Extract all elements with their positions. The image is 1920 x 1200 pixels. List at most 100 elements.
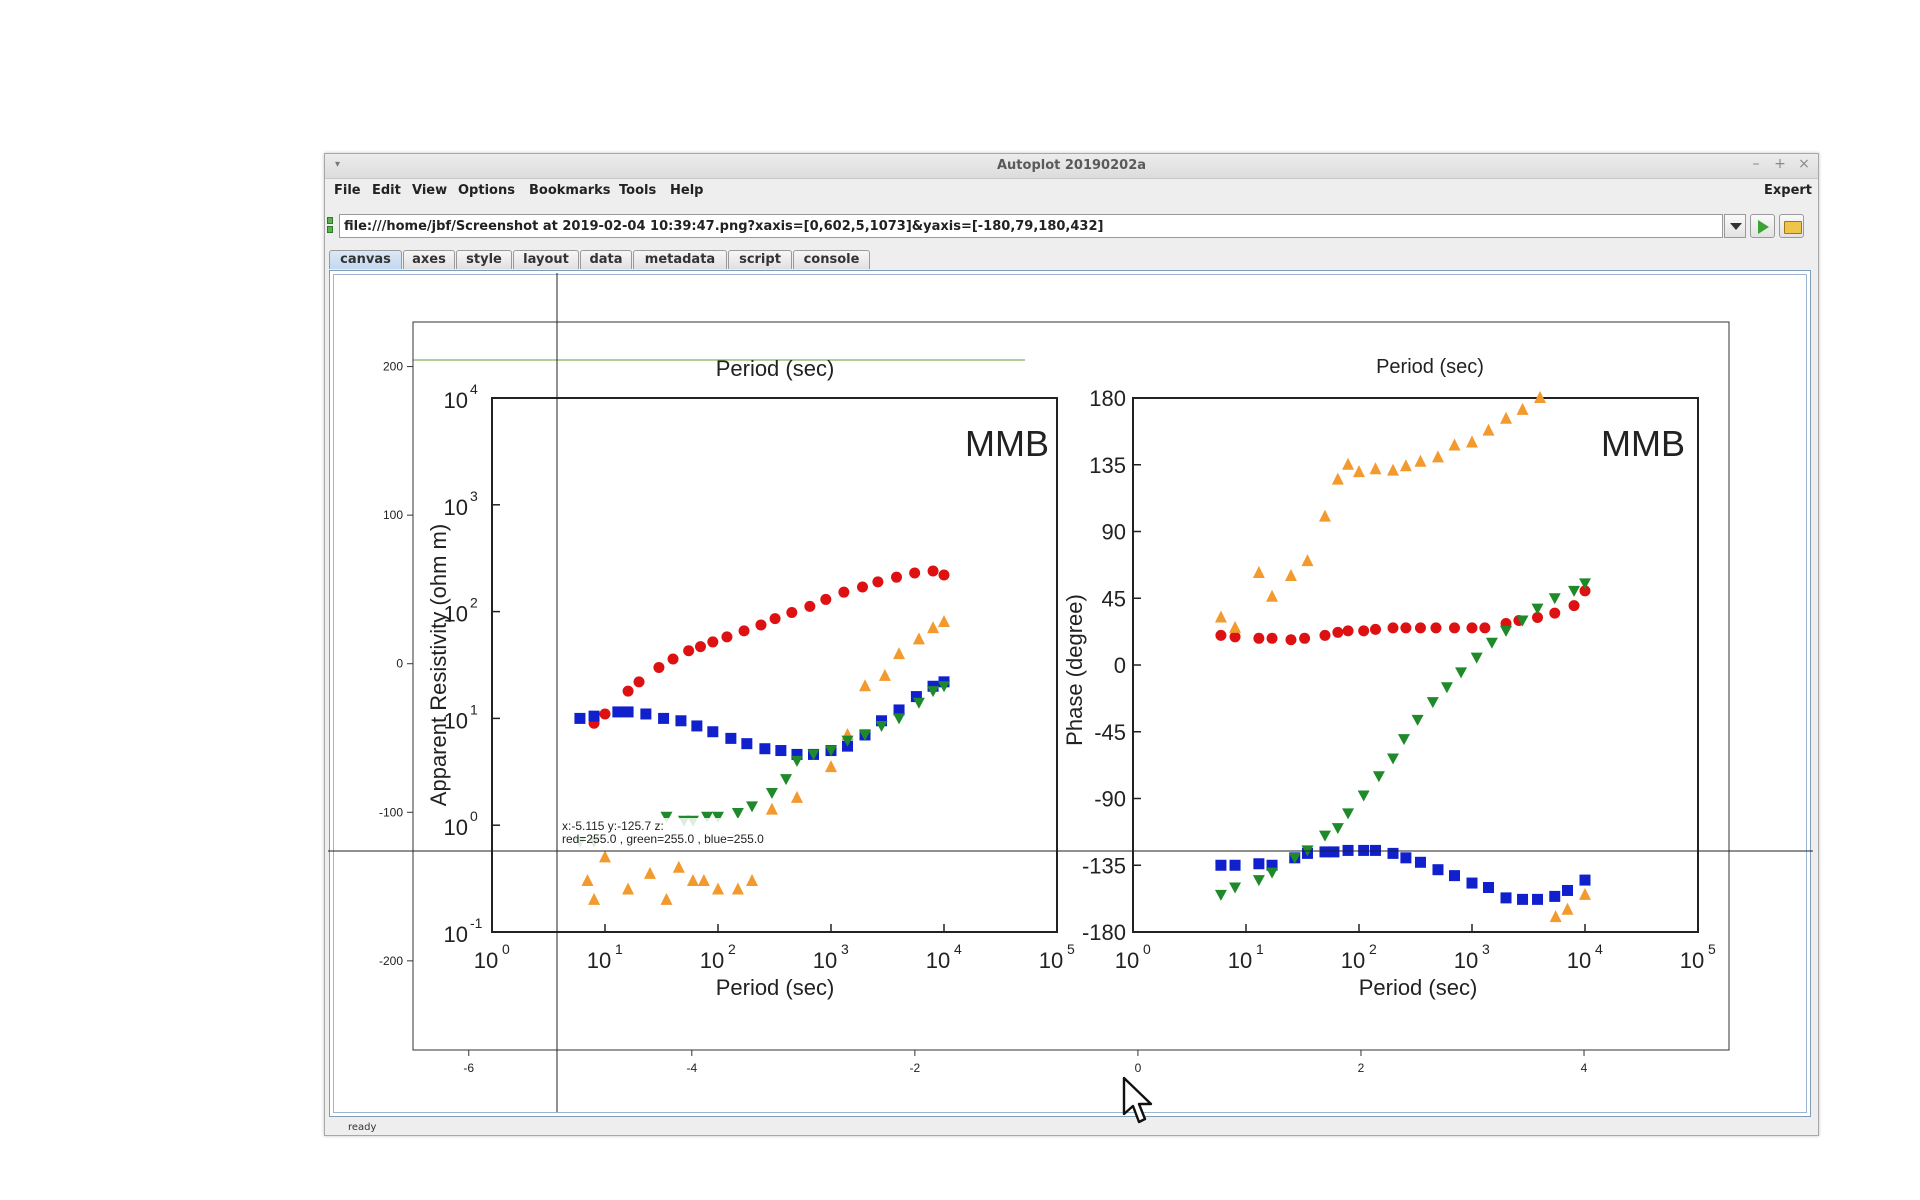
data-point-green xyxy=(1252,875,1265,887)
resistivity-y-tick-exp: 2 xyxy=(470,595,478,611)
menu-options[interactable]: Options xyxy=(458,183,515,198)
data-point-red xyxy=(694,641,706,653)
data-point-red xyxy=(683,645,695,657)
resistivity-y-tick-label: 10 xyxy=(444,922,468,947)
data-point-orange xyxy=(599,850,611,863)
phase-x-tick-exp: 0 xyxy=(1143,941,1151,957)
data-point-red xyxy=(1342,625,1354,637)
tab-console[interactable]: console xyxy=(793,250,870,269)
resistivity-y-tick-label: 10 xyxy=(444,495,468,520)
data-point-green xyxy=(807,749,820,761)
data-point-blue xyxy=(1432,864,1444,876)
data-point-red xyxy=(653,661,665,673)
data-point-orange xyxy=(1214,610,1227,623)
resistivity-frame xyxy=(491,397,1058,933)
drag-handle-icon[interactable] xyxy=(327,217,334,235)
data-point-red xyxy=(856,581,868,593)
title-bar[interactable]: ▾ Autoplot 20190202a – + × xyxy=(325,154,1818,179)
data-point-blue xyxy=(1328,846,1340,858)
phase-x-tick-exp: 4 xyxy=(1595,941,1603,957)
data-point-blue xyxy=(1466,877,1478,889)
maximize-button[interactable]: + xyxy=(1774,156,1786,172)
phase-y-tick-label: 135 xyxy=(1089,453,1126,478)
resistivity-top-label: Period (sec) xyxy=(716,356,835,381)
tab-metadata[interactable]: metadata xyxy=(633,250,727,269)
data-point-green xyxy=(825,745,837,757)
data-point-orange xyxy=(672,860,685,873)
data-point-orange xyxy=(1318,509,1331,522)
data-point-orange xyxy=(1229,620,1242,633)
phase-y-tick-label: -45 xyxy=(1094,720,1126,745)
data-point-green xyxy=(841,735,854,747)
tab-style[interactable]: style xyxy=(456,250,512,269)
phase-x-label: Period (sec) xyxy=(1359,975,1478,1000)
outer-y-ticks: 200 100 0 -100 -200 xyxy=(379,360,413,968)
tab-axes[interactable]: axes xyxy=(403,250,455,269)
data-point-green xyxy=(712,811,724,823)
menu-view[interactable]: View xyxy=(412,183,448,198)
data-point-green xyxy=(1214,889,1227,901)
data-point-green xyxy=(1548,593,1561,605)
data-point-green xyxy=(731,808,744,820)
data-point-blue xyxy=(1500,892,1512,904)
phase-station-label: MMB xyxy=(1601,423,1685,464)
data-point-blue xyxy=(574,712,586,724)
data-point-blue xyxy=(1400,852,1412,864)
data-point-red xyxy=(909,567,921,579)
data-point-blue xyxy=(1387,847,1399,859)
url-dropdown-button[interactable] xyxy=(1724,214,1746,238)
data-point-red xyxy=(1414,622,1426,634)
data-point-red xyxy=(820,593,832,605)
close-button[interactable]: × xyxy=(1798,156,1810,172)
data-point-red xyxy=(1579,585,1591,597)
data-point-green xyxy=(1426,697,1439,709)
data-point-orange xyxy=(927,621,940,634)
data-point-orange xyxy=(765,802,778,815)
go-button[interactable] xyxy=(1750,214,1775,238)
data-point-blue xyxy=(1561,884,1573,896)
data-point-red xyxy=(1370,623,1382,635)
menu-file[interactable]: File xyxy=(334,183,361,198)
data-point-orange xyxy=(1252,566,1265,579)
phase-y-tick-label: 90 xyxy=(1102,520,1126,545)
window-menu-icon[interactable]: ▾ xyxy=(335,159,341,170)
data-point-green xyxy=(1500,625,1513,637)
menu-edit[interactable]: Edit xyxy=(372,183,401,198)
data-point-blue xyxy=(1517,893,1529,905)
data-point-blue xyxy=(1266,859,1278,871)
menu-help[interactable]: Help xyxy=(670,183,704,198)
data-point-orange xyxy=(1561,902,1574,915)
data-point-green xyxy=(927,686,940,698)
open-file-button[interactable] xyxy=(1779,214,1804,238)
url-input[interactable] xyxy=(339,214,1723,238)
data-point-red xyxy=(1400,622,1412,634)
data-point-red xyxy=(804,600,816,612)
data-point-blue xyxy=(725,732,737,744)
data-point-green xyxy=(1440,682,1453,694)
tab-layout[interactable]: layout xyxy=(513,250,579,269)
data-point-blue xyxy=(791,748,803,760)
data-point-red xyxy=(1532,612,1544,624)
resistivity-y-tick-label: 10 xyxy=(444,708,468,733)
data-point-orange xyxy=(1534,391,1547,403)
minimize-button[interactable]: – xyxy=(1752,156,1760,172)
data-point-red xyxy=(1319,629,1331,641)
tab-script[interactable]: script xyxy=(728,250,792,269)
tab-canvas[interactable]: canvas xyxy=(329,250,402,269)
tab-data[interactable]: data xyxy=(580,250,632,269)
menu-expert[interactable]: Expert xyxy=(1764,183,1813,198)
data-point-blue xyxy=(1253,858,1265,870)
resistivity-y-label: Apparent Resistivity (ohm m) xyxy=(426,524,451,806)
menu-bookmarks[interactable]: Bookmarks xyxy=(529,183,611,198)
menu-tools[interactable]: Tools xyxy=(619,183,657,198)
data-point-red xyxy=(938,569,950,581)
phase-x-tick-label: 10 xyxy=(1680,948,1704,973)
phase-x-tick-label: 10 xyxy=(1115,948,1139,973)
readout-background xyxy=(560,818,825,848)
image-plot-frame xyxy=(412,321,1730,1051)
data-point-red xyxy=(838,586,850,598)
data-point-orange xyxy=(1301,554,1314,567)
data-point-red xyxy=(667,653,679,665)
